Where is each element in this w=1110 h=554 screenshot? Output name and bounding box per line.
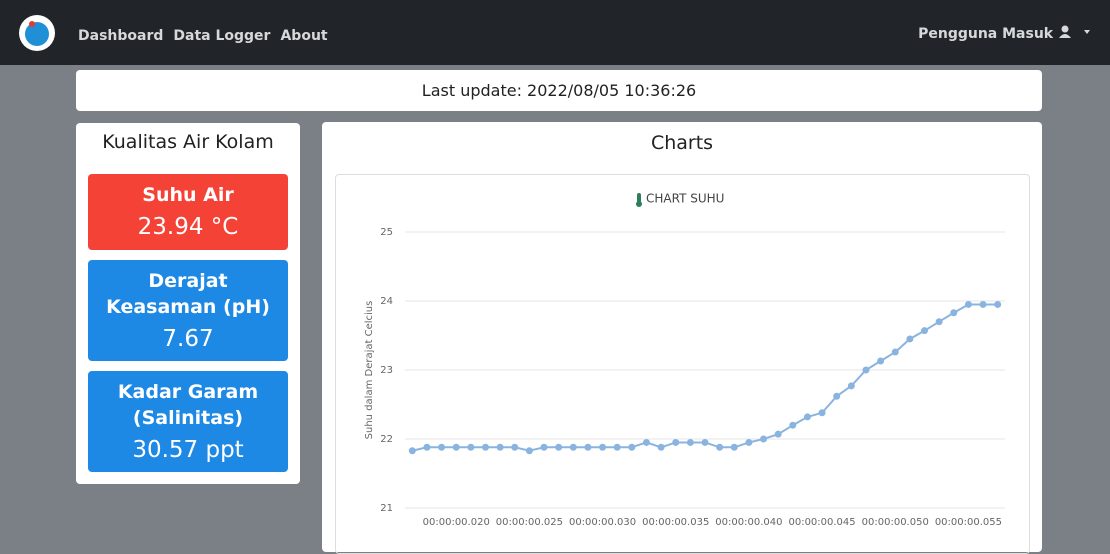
x-tick-label: 00:00:00.030 [569,517,636,528]
point [730,443,738,451]
point [906,335,914,343]
point [481,443,489,451]
nav-link[interactable]: Dashboard [78,28,164,44]
point [935,318,943,326]
last-update: Last update: 2022/08/05 10:36:26 [76,70,1042,111]
point [599,443,607,451]
user-icon [1059,25,1090,38]
point [613,443,621,451]
point [921,327,929,335]
point [818,409,826,417]
metric-label: Derajat Keasaman (pH) [106,270,270,318]
x-tick-label: 00:00:00.020 [423,517,490,528]
point [701,438,709,446]
point [862,366,870,374]
point [438,443,446,451]
point [833,392,841,400]
x-tick-label: 00:00:00.050 [862,517,929,528]
point [745,438,753,446]
metric-tile: Suhu Air 23.94 °C [88,174,288,250]
point [803,413,811,421]
x-tick-label: 00:00:00.055 [935,517,1002,528]
y-axis-label: Suhu dalam Derajat Celcius [364,301,375,440]
point [964,300,972,308]
y-tick-label: 23 [380,365,393,376]
metric-tile: Kadar Garam (Salinitas) 30.57 ppt [88,371,288,472]
line [412,303,998,452]
chart-panel: Charts [322,122,1042,554]
point [774,430,782,438]
point [555,443,563,451]
metric-value: 23.94 °C [137,214,239,240]
nav-links: Dashboard Data Logger About [78,25,338,44]
point [979,300,987,308]
x-tick-label: 00:00:00.045 [788,517,855,528]
point [467,443,475,451]
point [657,443,665,451]
point [891,348,899,356]
logo[interactable] [18,14,56,52]
point [452,443,460,451]
point [789,421,797,429]
point [686,438,694,446]
point [628,443,636,451]
point [569,443,577,451]
navbar: Dashboard Data Logger About Pengguna Masuk [0,0,1110,65]
user-menu[interactable]: Pengguna Masuk [918,25,1092,42]
metric-label: Suhu Air [142,184,234,206]
thermo-icon [636,193,642,207]
nav-link[interactable]: Data Logger [173,28,271,44]
y-tick-label: 22 [380,434,393,445]
x-tick-label: 00:00:00.025 [496,517,563,528]
point [540,443,548,451]
point [847,382,855,390]
y-tick-label: 21 [380,503,393,514]
point [994,300,1002,308]
chart-title: CHART SUHU [646,192,724,206]
panel-title: Charts [650,132,714,154]
nav-link[interactable]: About [280,28,328,44]
point [716,443,724,451]
metric-value: 7.67 [162,326,214,352]
point [511,443,519,451]
y-tick-label: 24 [380,296,393,307]
x-tick-label: 00:00:00.035 [642,517,709,528]
metric-value: 30.57 ppt [132,437,244,463]
left-panel: Kualitas Air Kolam Suhu Air 23.94 °C Deraj… [76,123,300,484]
user-name: Pengguna Masuk [918,26,1054,42]
point [496,443,504,451]
point [525,447,533,455]
point [423,443,431,451]
point [672,438,680,446]
point [760,435,768,443]
metric-label: Kadar Garam (Salinitas) [117,381,259,429]
x-tick-label: 00:00:00.040 [715,517,782,528]
point [642,438,650,446]
chart: CHART SUHU Suhu dalam Derajat Celcius 21… [364,192,1005,528]
point [408,447,416,455]
point [877,357,885,365]
metric-tile: Derajat Keasaman (pH) 7.67 [88,260,288,361]
point [584,443,592,451]
y-tick-label: 25 [380,227,393,238]
point [950,309,958,317]
panel-title: Kualitas Air Kolam [102,131,274,153]
